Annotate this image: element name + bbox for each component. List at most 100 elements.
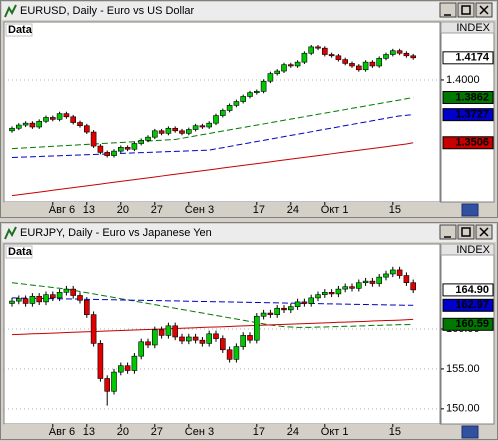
candle-body [226,349,233,360]
candle-body [240,96,246,102]
candle-body [15,124,22,129]
x-tick-label: Авг 6 [49,426,75,438]
candle-body [186,336,192,342]
candle-body [213,115,219,124]
close-button-glyph [479,5,489,15]
candle-body [287,306,294,311]
maximize-button[interactable] [457,2,475,18]
price-marker-label: 1.3862 [455,91,489,103]
candle-body [9,127,15,132]
minimize-button[interactable] [439,2,457,18]
x-tick-label: Сен 3 [185,204,214,216]
maximize-button-glyph [461,5,471,15]
candle-body [36,120,43,128]
candle-body [396,50,403,54]
candle-body [111,150,117,156]
x-tick-label: 20 [117,426,129,438]
candle-body [410,282,417,291]
candle-body [389,269,396,275]
candle-body [111,371,117,392]
candle-body [226,105,233,111]
candle-body [199,125,206,128]
candle-body [267,73,274,82]
candle-body [77,122,83,127]
data-label: Data [8,24,33,36]
candle-body [355,65,362,71]
candle-body [104,378,110,392]
candle-body [70,116,76,123]
candle-body [77,295,83,301]
y-tick-label: 155.00 [446,363,480,375]
candle-body [63,288,70,293]
candle-body [260,312,267,317]
candle-body [362,61,369,71]
x-tick-label: 13 [83,426,95,438]
candle-body [342,286,349,290]
candle-body [267,312,274,315]
candle-body [158,329,165,336]
price-marker [442,317,494,331]
scale-button[interactable] [461,203,479,217]
axis-header [440,21,495,34]
candle-body [376,58,383,67]
candle-body [158,130,165,134]
axis-label: INDEX [456,22,490,34]
x-tick-label: 15 [389,426,401,438]
candle-body [84,299,90,315]
candle-body [49,117,56,120]
title-bar [2,224,496,242]
window-title: EURJPY, Daily - Euro vs Japanese Yen [20,227,212,239]
candle-body [233,101,240,106]
candle-body [29,122,36,128]
y-tick-label: 1.4000 [446,74,480,86]
candle-body [335,55,342,60]
x-tick-label: Окт 1 [321,204,349,216]
candle-body [165,325,172,336]
candle-body [124,147,131,150]
candle-body [321,47,328,55]
data-label: Data [8,246,33,258]
candle-body [301,52,308,63]
scale-button[interactable] [461,425,479,439]
price-marker [442,90,494,104]
candle-body [118,365,124,373]
candle-body [192,336,199,341]
moving-average [11,96,414,150]
window-title: EURUSD, Daily - Euro vs US Dollar [20,5,195,17]
candle-body [172,127,178,132]
candle-body [247,335,253,341]
candle-body [131,355,138,371]
price-marker [442,298,494,312]
data-label-box [5,245,33,259]
candle-body [342,59,349,64]
candle-body [213,333,219,339]
price-marker-label: 1.3506 [455,137,489,149]
window-icon [4,226,17,240]
x-tick-label: 17 [253,204,265,216]
candle-body [152,130,158,138]
minimize-button[interactable] [439,224,457,240]
candle-body [315,46,321,49]
candle-body [179,336,185,342]
candle-body [281,64,287,72]
candle-body [294,301,301,307]
candle-body [376,276,383,284]
candle-body [247,92,253,97]
maximize-button-glyph [461,227,471,237]
candle-body [22,122,29,126]
x-tick-label: 27 [151,426,163,438]
candle-body [138,341,144,357]
candle-body [199,339,206,344]
maximize-button[interactable] [457,224,475,240]
candle-body [70,288,76,296]
candle-body [172,325,178,338]
axis-label: INDEX [456,244,490,256]
x-tick-label: 24 [287,204,299,216]
candle-body [308,46,315,54]
candle-body [369,61,376,67]
candle-body [403,275,410,284]
candle-body [287,64,294,67]
candle-body [43,117,49,122]
candle-body [36,295,43,303]
x-tick-label: 13 [83,204,95,216]
